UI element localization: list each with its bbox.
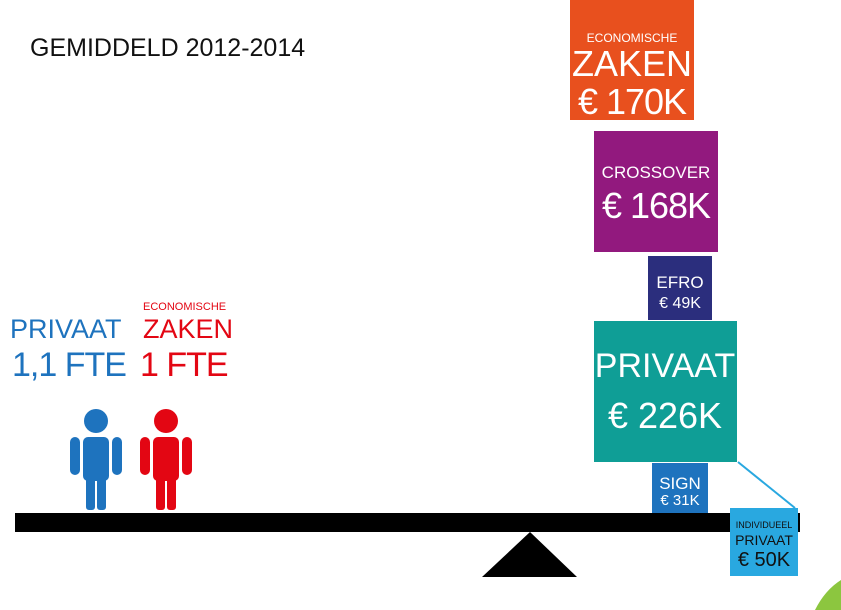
block-amount: € 168K <box>602 185 711 226</box>
block <box>570 0 694 120</box>
beam <box>15 513 800 532</box>
block-sublabel: INDIVIDUEEL <box>736 520 793 530</box>
block-amount: € 50K <box>738 549 791 571</box>
corner-decoration <box>815 580 841 610</box>
block-amount: € 31K <box>660 492 699 509</box>
block-sublabel: ECONOMISCHE <box>587 31 678 45</box>
connector <box>737 461 796 509</box>
block-amount: € 226K <box>608 395 722 436</box>
block <box>652 463 708 513</box>
person-icon <box>140 409 192 510</box>
fulcrum <box>482 532 577 577</box>
person-fte: 1,1 FTE <box>12 346 126 384</box>
person-icon <box>70 409 122 510</box>
block <box>730 508 798 576</box>
person-label: ZAKEN <box>143 314 233 344</box>
person-label: PRIVAAT <box>10 314 122 344</box>
block-label: PRIVAAT <box>595 347 735 385</box>
person-sublabel: ECONOMISCHE <box>143 301 226 313</box>
person-fte: 1 FTE <box>140 346 228 384</box>
block-label: CROSSOVER <box>602 163 711 182</box>
block <box>594 131 718 252</box>
block-label: PRIVAAT <box>735 532 793 548</box>
block <box>648 256 712 320</box>
block <box>594 321 737 462</box>
block-amount: € 49K <box>659 295 701 312</box>
block-label: ZAKEN <box>572 43 692 84</box>
block-label: EFRO <box>656 273 703 292</box>
title: GEMIDDELD 2012-2014 <box>30 34 305 62</box>
block-amount: € 170K <box>578 81 687 122</box>
block-label: SIGN <box>659 474 701 493</box>
